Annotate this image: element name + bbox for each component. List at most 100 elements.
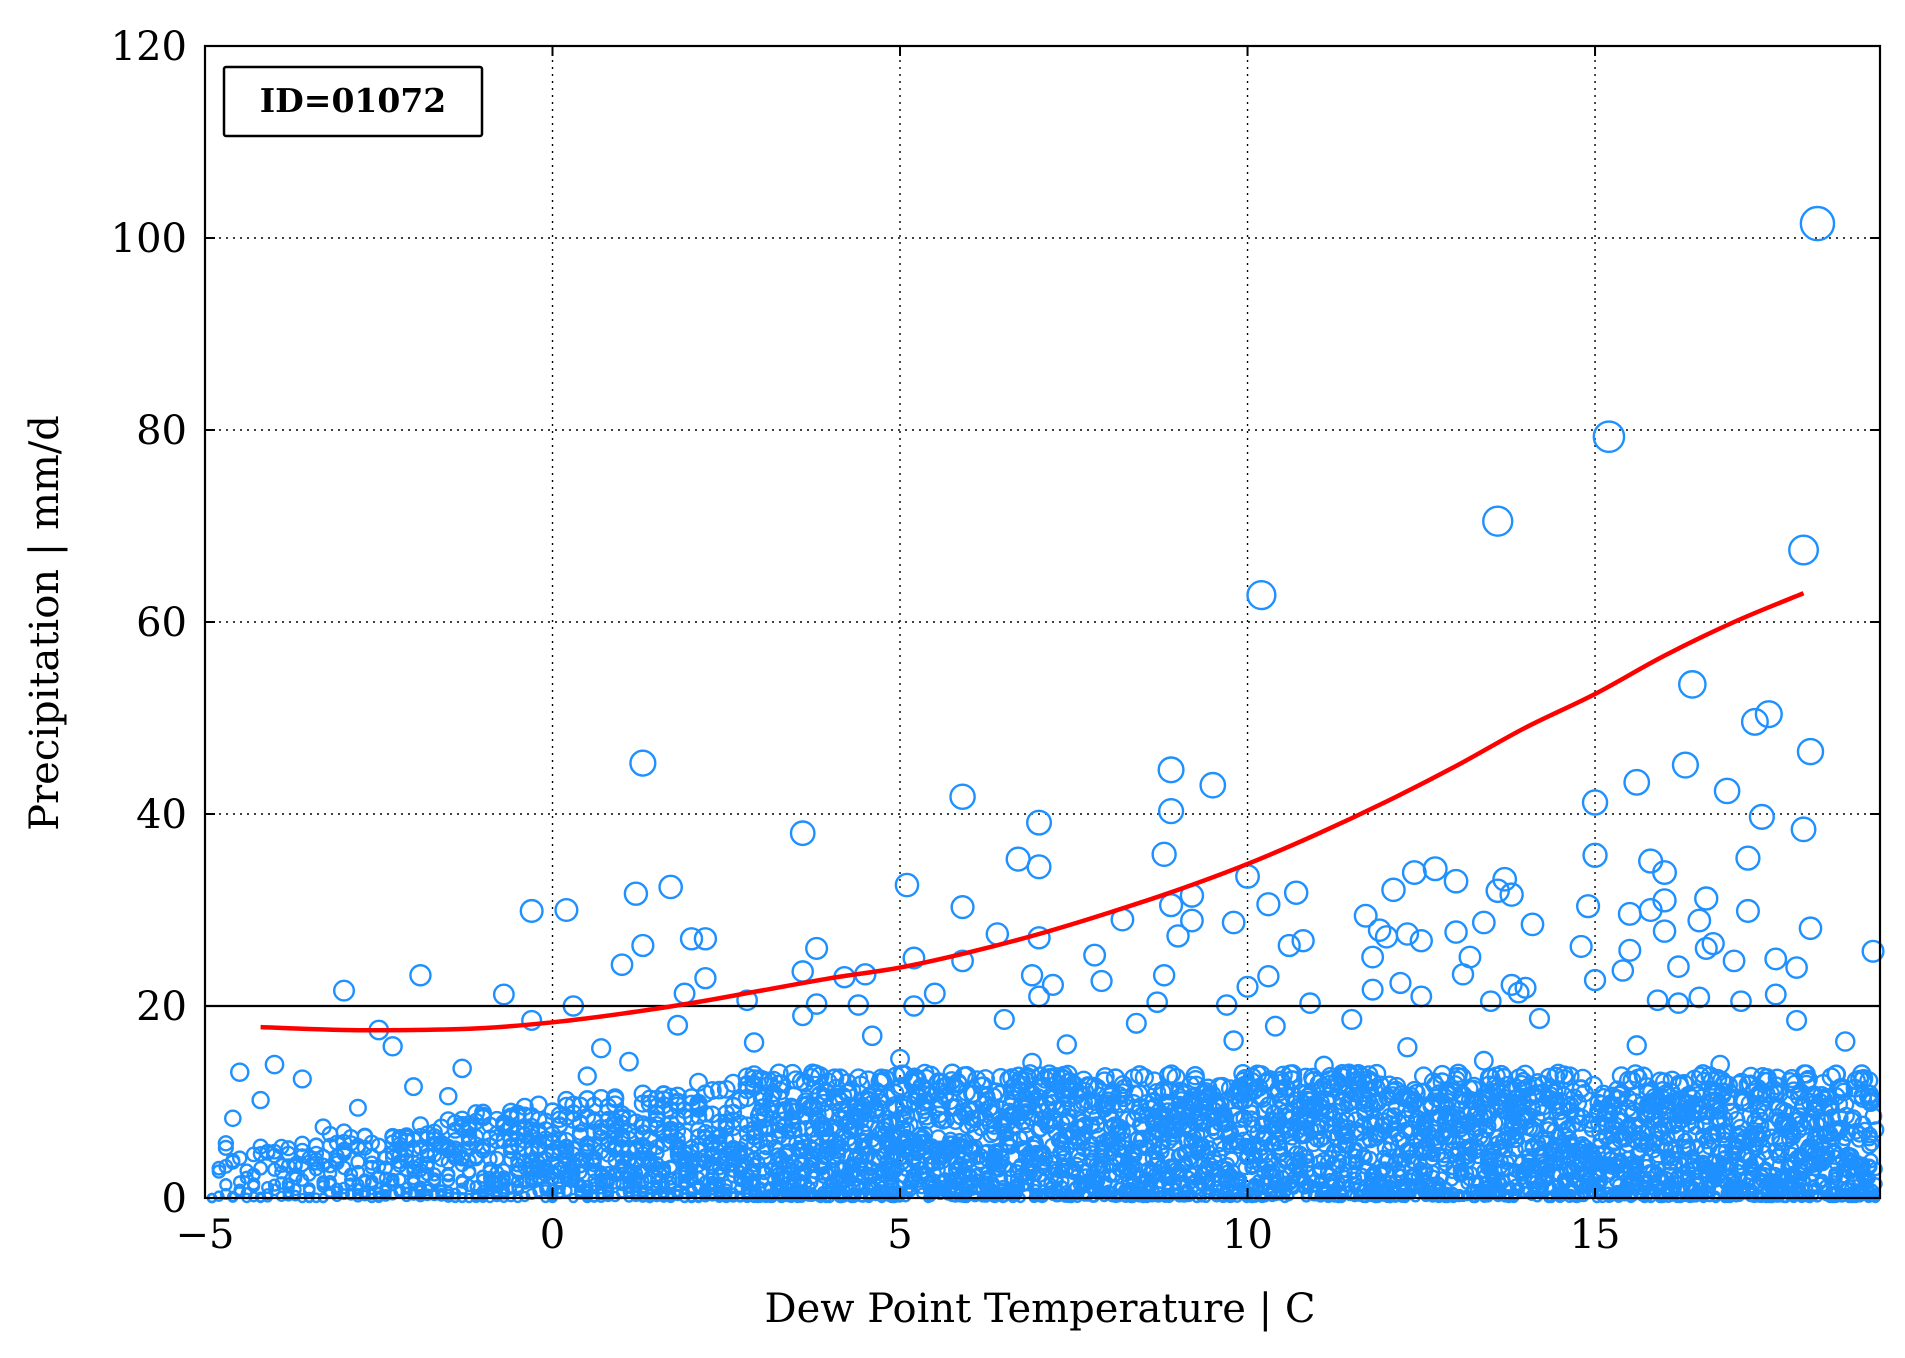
data-point [825, 1068, 845, 1088]
data-point [792, 1166, 807, 1182]
data-point [1074, 1070, 1094, 1090]
data-point [404, 1077, 423, 1097]
data-point [1300, 1085, 1320, 1105]
data-point [1048, 1163, 1064, 1178]
data-point [994, 1150, 1010, 1166]
data-point [1473, 1050, 1494, 1071]
data-point [552, 1181, 566, 1195]
data-point [251, 1090, 270, 1110]
data-point [1136, 1140, 1154, 1157]
data-point [1807, 1182, 1821, 1196]
data-point [805, 993, 828, 1015]
y-tick-label: 60 [136, 600, 187, 646]
data-point [1821, 1067, 1841, 1087]
data-point [683, 1143, 700, 1160]
data-point [1199, 771, 1227, 799]
data-point [1038, 1151, 1054, 1167]
data-point [1366, 1063, 1387, 1084]
data-point [1536, 1180, 1550, 1194]
data-point [1569, 934, 1593, 959]
data-point [1520, 912, 1545, 937]
data-point [901, 1116, 919, 1134]
data-point [1060, 1081, 1080, 1101]
data-point [332, 979, 356, 1002]
id-annotation-text: ID=01072 [260, 81, 447, 120]
data-point [1764, 947, 1788, 971]
data-point [1735, 898, 1760, 923]
data-point [1002, 1105, 1021, 1124]
data-point [419, 1155, 435, 1172]
data-point [1701, 931, 1725, 956]
data-point [1017, 1141, 1034, 1158]
data-point [600, 1165, 616, 1181]
data-point [343, 1167, 359, 1182]
data-point [483, 1176, 497, 1191]
data-point [826, 1137, 844, 1155]
data-point [482, 1151, 498, 1167]
y-tick-label: 0 [162, 1176, 187, 1222]
data-point [1623, 768, 1651, 796]
data-point [883, 1168, 898, 1183]
data-point [1264, 1015, 1286, 1037]
x-tick-label: 5 [887, 1212, 912, 1258]
data-point [1416, 1121, 1434, 1139]
data-point [923, 982, 946, 1005]
data-point [993, 1008, 1015, 1031]
data-point [1836, 1095, 1855, 1114]
data-point [866, 1082, 886, 1101]
data-point [1026, 809, 1053, 836]
data-point [1361, 978, 1384, 1001]
data-point [912, 1130, 930, 1147]
data-point [1338, 1163, 1353, 1178]
data-point [1211, 1136, 1228, 1153]
data-point [842, 1119, 860, 1137]
data-point [957, 1065, 977, 1086]
data-point [1593, 1179, 1607, 1193]
axis-ticks [204, 45, 1880, 1199]
data-point [1721, 1189, 1733, 1202]
data-point [308, 1145, 325, 1162]
data-point [1353, 903, 1378, 928]
data-point [846, 1151, 863, 1167]
data-point [591, 1038, 612, 1059]
data-point [691, 1171, 706, 1186]
data-point [1427, 1088, 1446, 1108]
data-point [1507, 1141, 1524, 1158]
data-point [1113, 1123, 1131, 1141]
data-point [1361, 945, 1385, 969]
data-point [1425, 1169, 1441, 1184]
data-point [1597, 1103, 1616, 1122]
data-point [1860, 1091, 1879, 1110]
data-point [1809, 1147, 1826, 1164]
data-point [1861, 939, 1885, 963]
data-point [1625, 1166, 1641, 1181]
id-annotation: ID=01072 [222, 65, 484, 138]
data-point [1652, 860, 1678, 886]
data-point [1662, 1166, 1677, 1181]
data-point [1690, 1104, 1709, 1123]
data-point [679, 927, 704, 951]
data-point [1309, 1189, 1322, 1202]
data-point [1315, 1128, 1333, 1146]
data-point [1277, 933, 1301, 958]
data-point [1185, 1066, 1205, 1086]
data-point [1022, 1052, 1042, 1073]
data-point [1690, 1185, 1704, 1198]
data-point [694, 966, 717, 990]
data-point [1324, 1177, 1338, 1191]
data-point [1356, 1094, 1375, 1114]
x-tick-label: 15 [1570, 1212, 1621, 1258]
data-point [629, 1175, 643, 1189]
data-point [474, 1106, 492, 1125]
data-point [1680, 1141, 1697, 1158]
data-point [1157, 756, 1185, 784]
data-point [1671, 751, 1699, 779]
data-point [693, 927, 718, 951]
data-point [1075, 1081, 1095, 1101]
data-point [1694, 886, 1719, 911]
data-point [1041, 973, 1065, 996]
data-point [1794, 1097, 1813, 1116]
data-point [1482, 505, 1514, 537]
data-point [1246, 580, 1277, 611]
data-point [1397, 1037, 1418, 1058]
